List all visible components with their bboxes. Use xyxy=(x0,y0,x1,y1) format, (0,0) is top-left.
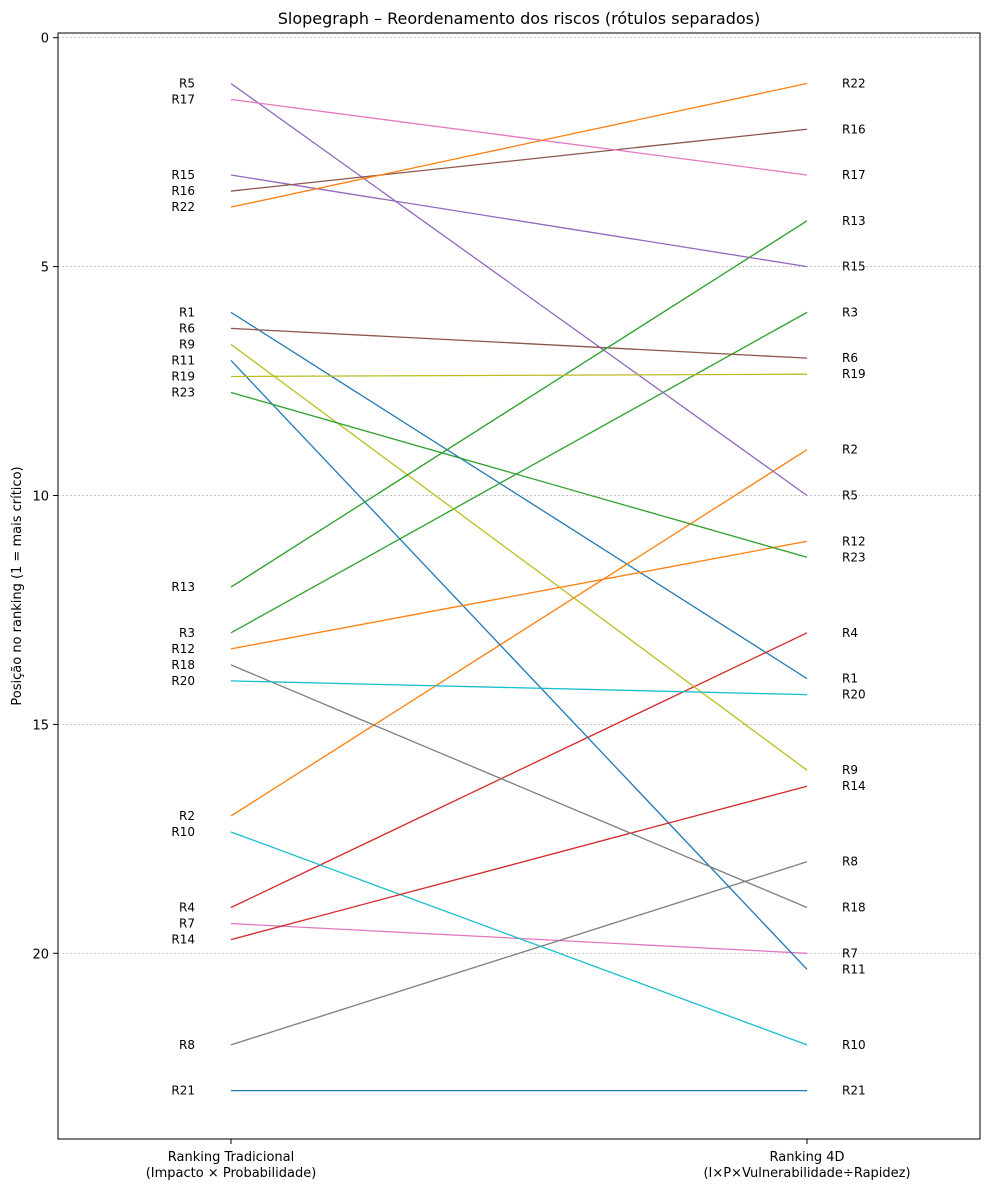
right-label-r5: R5 xyxy=(842,489,858,503)
series-line-r3 xyxy=(230,311,808,634)
series-line-r13 xyxy=(230,220,808,588)
left-label-r20: R20 xyxy=(171,674,195,688)
left-label-r19: R19 xyxy=(171,369,195,383)
left-label-r4: R4 xyxy=(179,901,195,915)
x-axis: Ranking Tradicional(Impacto × Probabilid… xyxy=(146,1139,911,1181)
right-label-r22: R22 xyxy=(842,76,866,90)
right-label-r4: R4 xyxy=(842,626,858,640)
left-label-r6: R6 xyxy=(179,321,195,335)
series-lines xyxy=(230,82,808,1092)
left-label-r16: R16 xyxy=(171,184,195,198)
x-category-label: Ranking 4D xyxy=(770,1150,845,1165)
series-line-r10 xyxy=(230,831,808,1046)
left-label-r21: R21 xyxy=(171,1084,195,1098)
x-category-sublabel: (Impacto × Probabilidade) xyxy=(146,1166,317,1181)
series-line-r18 xyxy=(230,664,808,909)
series-line-r4 xyxy=(230,632,808,909)
series-labels: R1 R1 R2 R2 R3 R3 R4 R4 R5 R5 R6 R6 R7 R7 R8 R8 R9 R9 R10 R… xyxy=(171,76,865,1097)
right-label-r6: R6 xyxy=(842,351,858,365)
right-label-r21: R21 xyxy=(842,1084,866,1098)
series-line-r15 xyxy=(230,174,808,268)
right-label-r16: R16 xyxy=(842,122,866,136)
left-label-r13: R13 xyxy=(171,580,195,594)
right-label-r9: R9 xyxy=(842,763,858,777)
right-label-r20: R20 xyxy=(842,688,866,702)
right-label-r11: R11 xyxy=(842,962,866,976)
left-label-r23: R23 xyxy=(171,385,195,399)
series-line-r11 xyxy=(230,360,808,970)
left-label-r9: R9 xyxy=(179,337,195,351)
right-label-r1: R1 xyxy=(842,672,858,686)
right-label-r12: R12 xyxy=(842,534,866,548)
y-tick-label: 5 xyxy=(41,261,49,276)
left-label-r11: R11 xyxy=(171,353,195,367)
left-label-r14: R14 xyxy=(171,933,195,947)
left-label-r8: R8 xyxy=(179,1038,195,1052)
right-label-r8: R8 xyxy=(842,855,858,869)
series-line-r14 xyxy=(230,785,808,941)
x-category-sublabel: (I×P×Vulnerabilidade÷Rapidez) xyxy=(703,1166,910,1181)
series-line-r9 xyxy=(230,343,808,771)
right-label-r10: R10 xyxy=(842,1038,866,1052)
series-line-r1 xyxy=(230,311,808,680)
series-line-r8 xyxy=(230,861,808,1046)
series-line-r5 xyxy=(230,82,808,497)
left-label-r7: R7 xyxy=(179,917,195,931)
series-line-r23 xyxy=(230,391,808,558)
series-line-r19 xyxy=(230,373,808,378)
right-label-r19: R19 xyxy=(842,367,866,381)
right-label-r14: R14 xyxy=(842,779,866,793)
series-line-r6 xyxy=(230,327,808,359)
right-label-r2: R2 xyxy=(842,443,858,457)
series-line-r20 xyxy=(230,680,808,696)
y-tick-label: 10 xyxy=(32,490,49,505)
left-label-r15: R15 xyxy=(171,168,195,182)
right-label-r15: R15 xyxy=(842,260,866,274)
series-line-r17 xyxy=(230,98,808,176)
y-tick-label: 20 xyxy=(32,947,49,962)
chart-title: Slopegraph – Reordenamento dos riscos (r… xyxy=(278,9,761,28)
plot-area-frame xyxy=(57,32,981,1140)
right-label-r7: R7 xyxy=(842,946,858,960)
left-label-r5: R5 xyxy=(179,76,195,90)
right-label-r3: R3 xyxy=(842,305,858,319)
right-label-r23: R23 xyxy=(842,550,866,564)
right-label-r17: R17 xyxy=(842,168,866,182)
left-label-r17: R17 xyxy=(171,93,195,107)
y-axis: 0 5 10 15 20 xyxy=(32,32,58,962)
left-label-r10: R10 xyxy=(171,825,195,839)
left-label-r12: R12 xyxy=(171,642,195,656)
left-label-r3: R3 xyxy=(179,626,195,640)
series-line-r12 xyxy=(230,540,808,650)
series-line-r2 xyxy=(230,449,808,817)
left-label-r22: R22 xyxy=(171,200,195,214)
y-axis-label: Posição no ranking (1 = mais crítico) xyxy=(10,466,25,705)
series-line-r22 xyxy=(230,82,808,208)
right-label-r18: R18 xyxy=(842,901,866,915)
left-label-r1: R1 xyxy=(179,305,195,319)
right-label-r13: R13 xyxy=(842,214,866,228)
y-tick-label: 0 xyxy=(41,32,49,47)
left-label-r2: R2 xyxy=(179,809,195,823)
y-tick-label: 15 xyxy=(32,718,49,733)
series-line-r16 xyxy=(230,128,808,192)
x-category-label: Ranking Tradicional xyxy=(168,1150,294,1165)
left-label-r18: R18 xyxy=(171,658,195,672)
